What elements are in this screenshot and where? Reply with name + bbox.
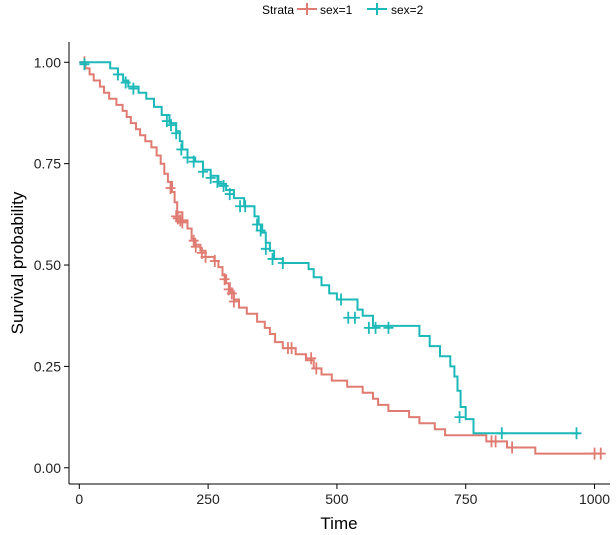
- censor-mark-sex2: [166, 119, 177, 132]
- series-line-sex2: [79, 61, 580, 435]
- censor-mark-sex2: [182, 151, 193, 164]
- x-axis-title: Time: [320, 514, 357, 533]
- x-ticks: 0 250 500 750 1000: [75, 484, 610, 507]
- x-tick-label: 0: [75, 491, 83, 507]
- y-tick-label: 0.25: [34, 358, 61, 374]
- censor-mark-sex2: [79, 58, 90, 71]
- censor-mark-sex2: [120, 76, 131, 89]
- censor-mark-sex1: [209, 254, 220, 267]
- censor-mark-sex2: [277, 257, 288, 269]
- legend-label-sex2: sex=2: [391, 3, 424, 17]
- censor-mark-sex1: [306, 352, 317, 365]
- censor-mark-sex1: [165, 181, 176, 194]
- censor-mark-sex2: [383, 321, 394, 334]
- x-tick-label: 750: [454, 491, 478, 507]
- censor-mark-sex2: [260, 242, 271, 255]
- censor-mark-sex2: [128, 82, 139, 95]
- y-tick-label: 1.00: [34, 54, 61, 70]
- y-tick-label: 0.75: [34, 156, 61, 172]
- legend-key-sex1: [297, 3, 317, 15]
- censor-mark-sex1: [311, 362, 322, 375]
- legend-key-sex1-cross: [301, 3, 313, 15]
- x-tick-label: 500: [325, 491, 349, 507]
- censor-mark-sex2: [252, 218, 263, 231]
- censor-mark-sex2: [370, 321, 381, 334]
- y-tick-label: 0.00: [34, 460, 61, 476]
- censor-mark-sex2: [171, 127, 182, 140]
- censor-mark-sex1: [219, 273, 230, 286]
- censor-mark-sex2: [205, 171, 216, 184]
- y-axis-title: Survival probability: [8, 191, 27, 334]
- censor-mark-sex2: [197, 165, 208, 178]
- censor-mark-sex2: [218, 179, 229, 192]
- legend: Strata sex=1 sex=2: [262, 3, 424, 17]
- censor-mark-sex2: [454, 411, 465, 424]
- x-tick-label: 1000: [579, 491, 610, 507]
- censor-mark-sex1: [286, 342, 297, 355]
- legend-key-sex2-cross: [371, 3, 383, 15]
- y-tick-label: 0.50: [34, 257, 61, 273]
- censor-mark-sex2: [571, 427, 582, 440]
- y-ticks: 0.00 0.25 0.50 0.75 1.00: [34, 54, 69, 476]
- axes: 0 250 500 750 1000 0.00 0.25 0.50 0.75 1.00 Time…: [8, 42, 610, 533]
- censor-mark-sex2: [349, 311, 360, 324]
- censor-mark-sex2: [267, 252, 278, 265]
- censor-mark-sex2: [496, 427, 507, 440]
- legend-title: Strata: [262, 3, 294, 17]
- censor-mark-sex1: [595, 447, 606, 460]
- legend-label-sex1: sex=1: [320, 3, 353, 17]
- censor-mark-sex2: [188, 155, 199, 168]
- censor-mark-sex1: [175, 214, 186, 227]
- x-tick-label: 250: [196, 491, 220, 507]
- censor-mark-sex2: [212, 175, 223, 188]
- censor-mark-sex2: [336, 293, 347, 306]
- censor-mark-sex2: [176, 143, 187, 156]
- censor-mark-sex1: [507, 441, 518, 454]
- plot-area: [79, 56, 606, 460]
- censor-mark-sex2: [224, 188, 235, 201]
- censor-mark-sex1: [490, 435, 501, 448]
- censor-mark-sex1: [177, 216, 188, 229]
- censor-mark-sex1: [190, 240, 201, 253]
- censor-mark-sex2: [240, 200, 251, 213]
- censor-mark-sex1: [188, 234, 199, 247]
- censor-mark-sex1: [228, 295, 239, 308]
- censor-mark-sex1: [200, 250, 211, 263]
- censor-mark-sex2: [112, 68, 123, 81]
- censor-mark-sex1: [226, 287, 237, 300]
- legend-key-sex2: [367, 3, 387, 15]
- censor-mark-sex2: [255, 224, 266, 237]
- series-line-sex1: [79, 61, 600, 455]
